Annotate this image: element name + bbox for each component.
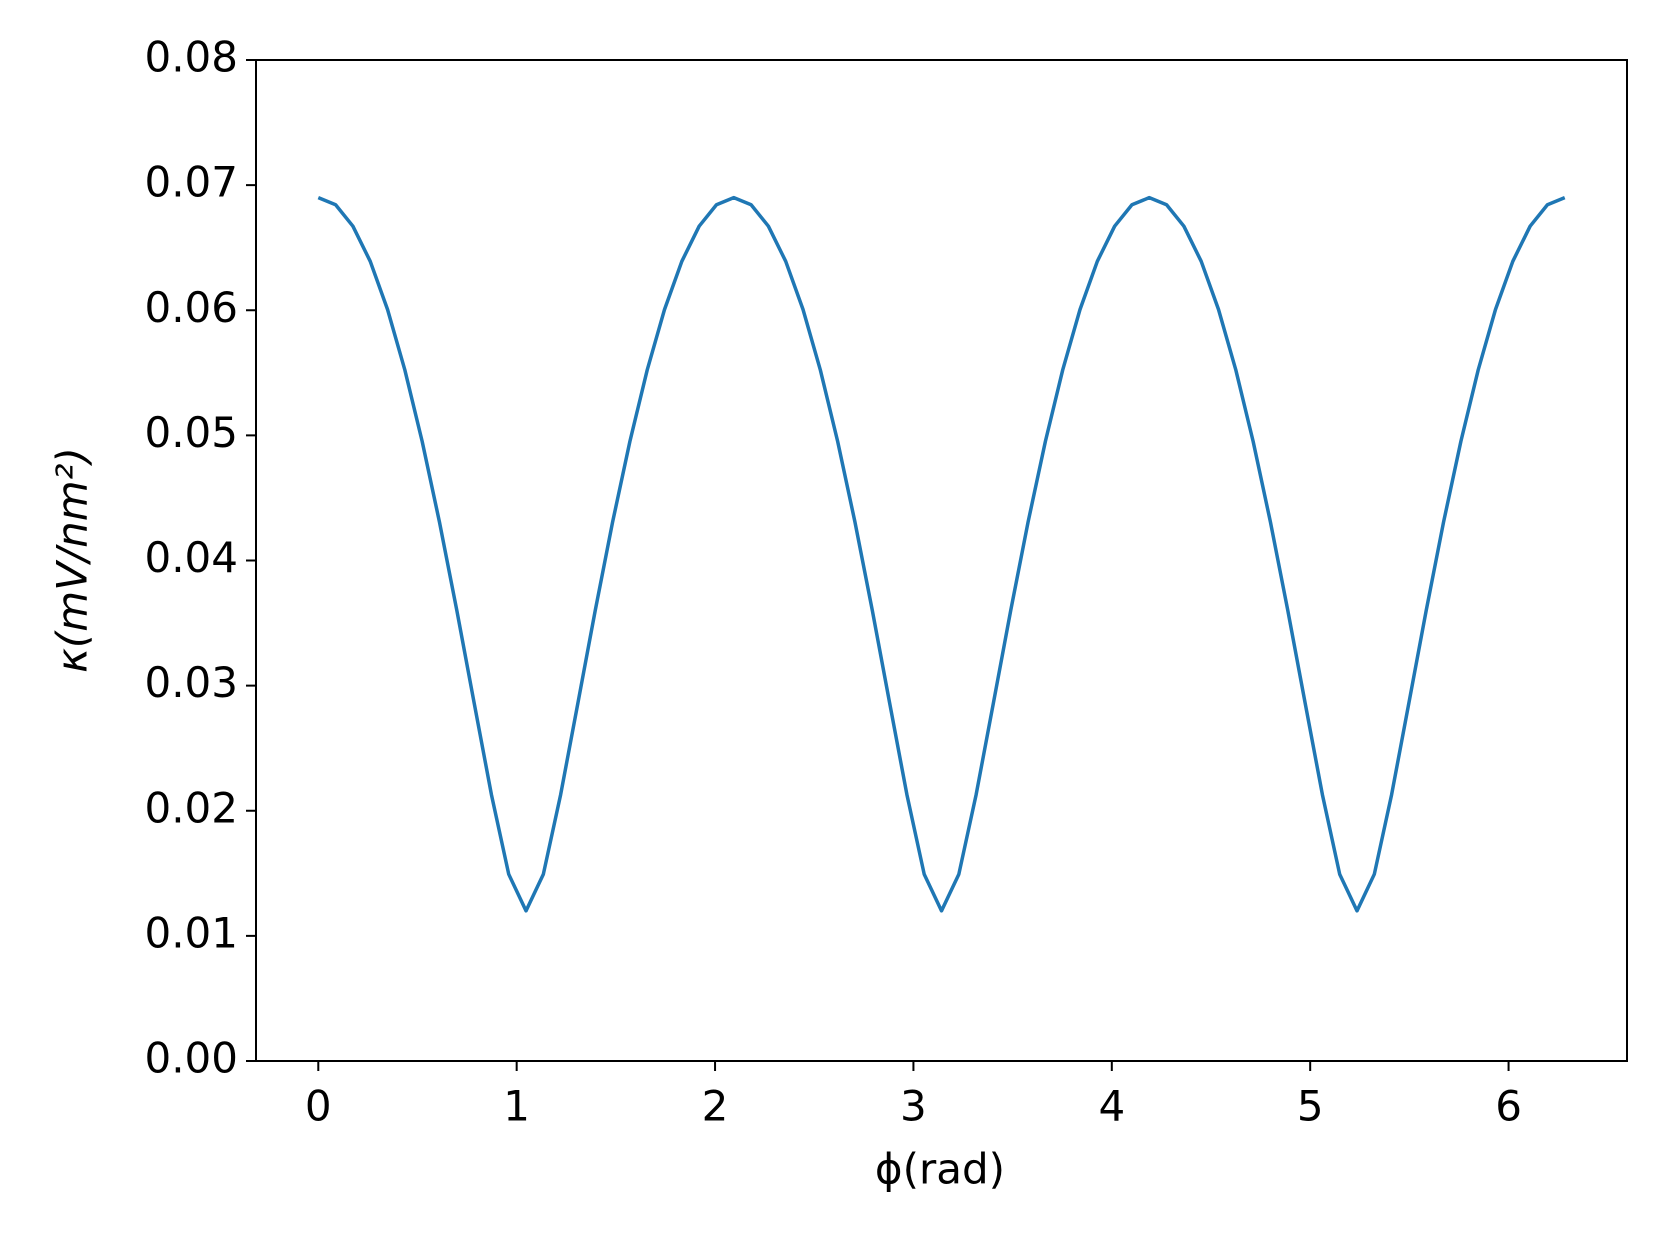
y-axis-label: κ(mV/nm²) [48, 447, 97, 673]
plot-frame [255, 59, 1628, 1062]
y-tick-label: 0.03 [144, 658, 238, 707]
x-tick-label: 0 [305, 1082, 332, 1131]
y-tick-label: 0.06 [144, 283, 238, 332]
y-tick-label: 0.04 [144, 533, 238, 582]
y-tick-label: 0.01 [144, 908, 238, 957]
data-line [317, 195, 1566, 913]
x-tick-label: 5 [1297, 1082, 1324, 1131]
x-axis-label: ϕ(rad) [875, 1145, 1005, 1194]
x-tick-label: 6 [1495, 1082, 1522, 1131]
y-tick-label: 0.07 [144, 158, 238, 207]
y-tick-label: 0.08 [144, 33, 238, 82]
x-tick-label: 2 [702, 1082, 729, 1131]
y-tick-label: 0.00 [144, 1034, 238, 1083]
y-tick-label: 0.02 [144, 783, 238, 832]
y-tick-label: 0.05 [144, 408, 238, 457]
x-tick-label: 1 [503, 1082, 530, 1131]
x-tick-label: 4 [1098, 1082, 1125, 1131]
x-tick-label: 3 [900, 1082, 927, 1131]
